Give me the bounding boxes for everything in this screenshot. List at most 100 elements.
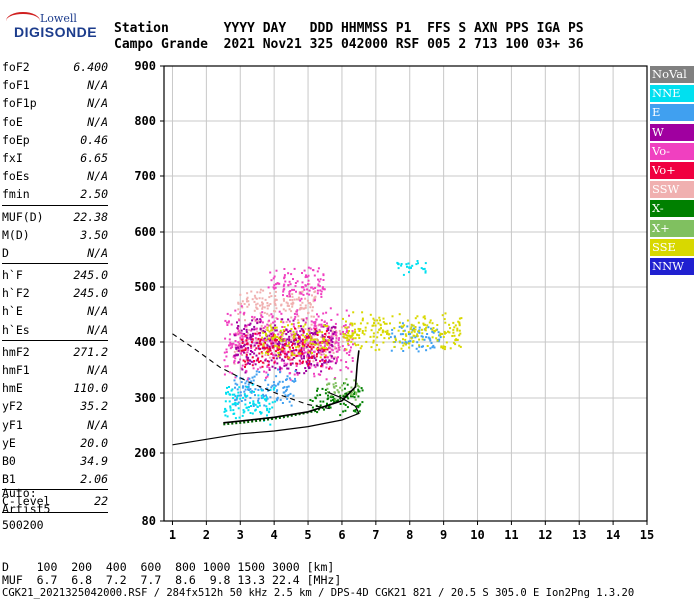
echo-point [324,354,327,357]
echo-point [268,356,271,359]
echo-point [445,341,448,344]
echo-point [405,263,408,266]
echo-point [275,390,278,393]
echo-point [345,378,348,381]
echo-point [336,389,339,392]
echo-point [309,342,312,345]
param-row: h`F 245.0 [2,266,108,284]
echo-point [271,316,274,319]
echo-point [265,399,268,402]
echo-point [309,340,312,343]
legend-item: W [650,123,694,141]
echo-point [426,324,429,327]
echo-point [271,356,274,359]
echo-point [418,344,421,347]
echo-point [252,317,255,320]
echo-point [330,319,333,321]
echo-point [294,370,297,373]
echo-point [327,361,330,364]
echo-point [453,334,456,337]
echo-point [356,333,358,336]
echo-point [432,327,435,329]
echo-point [326,403,328,406]
echo-point [402,330,405,333]
param-key: foF2 [2,60,30,74]
echo-point [239,336,242,339]
echo-point [249,388,252,391]
echo-point [248,377,251,380]
echo-point [335,347,338,350]
echo-point [341,340,344,343]
echo-point [347,334,350,337]
echo-point [282,294,284,297]
echo-point [335,339,338,342]
logo-arc-icon [6,12,40,30]
echo-point [422,322,425,325]
echo-point [293,335,296,338]
echo-point [245,357,248,360]
echo-point [379,319,381,322]
echo-point [302,325,305,328]
echo-point [333,400,336,403]
echo-point [308,283,311,286]
echo-point [261,361,264,364]
echo-point [331,341,334,343]
echo-point [254,319,257,322]
echo-point [304,321,307,324]
echo-point [298,336,301,339]
echo-point [374,324,377,327]
echo-point [395,339,397,342]
echo-point [330,367,333,370]
echo-point [424,323,426,326]
echo-point [239,391,242,394]
echo-point [269,303,272,305]
echo-point [280,337,283,340]
echo-point [236,388,239,391]
echo-point [325,342,328,345]
echo-point [423,267,426,270]
echo-point [256,291,259,294]
echo-point [440,346,443,349]
param-value: N/A [87,304,108,319]
echo-point [280,333,283,336]
echo-point [325,363,328,366]
echo-point [321,363,324,366]
echo-point [269,324,272,327]
echo-point [251,390,254,393]
echo-point [314,298,317,300]
param-row: foF1 N/A [2,76,108,94]
echo-point [255,306,258,309]
echo-point [245,355,248,358]
echo-point [297,325,300,327]
echo-point [339,333,342,336]
echo-point [349,323,352,326]
echo-point [459,332,462,335]
echo-point [254,409,257,412]
echo-point [272,286,275,289]
echo-point [378,328,381,331]
echo-point [291,344,293,347]
echo-point [431,322,434,325]
echo-point [353,342,356,345]
echo-point [306,299,309,302]
echo-point [305,336,308,339]
echo-point [245,353,248,356]
echo-point [330,339,333,341]
param-value: 2.50 [80,187,108,202]
echo-point [288,339,291,342]
echo-point [286,302,289,305]
echo-point [228,393,231,396]
echo-point [324,388,327,391]
echo-point [328,359,331,362]
echo-point [326,356,329,359]
echo-point [290,340,293,343]
echo-point [261,307,264,310]
echo-point [451,335,454,337]
echo-point [246,296,249,299]
echo-point [271,331,274,334]
echo-point [237,407,240,410]
echo-point [316,339,319,342]
echo-point [293,344,296,347]
echo-point [386,331,389,334]
echo-point [356,382,358,385]
